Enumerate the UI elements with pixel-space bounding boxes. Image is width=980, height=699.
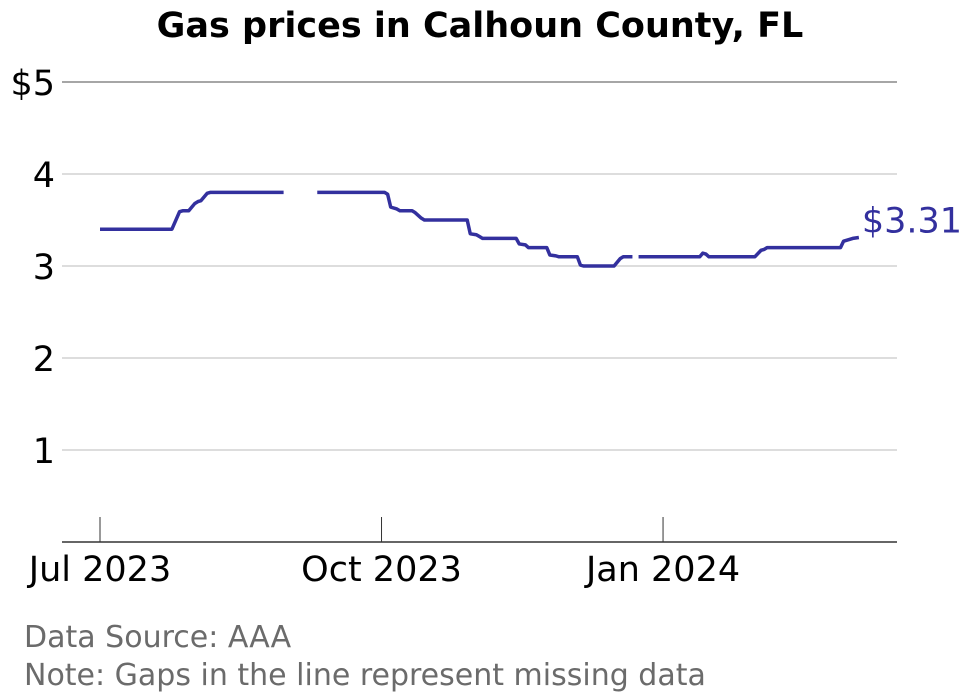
price-line-segment — [100, 190, 284, 231]
x-tick-label: Jan 2024 — [584, 550, 740, 590]
price-line-segment — [638, 235, 860, 259]
y-tick-label: 3 — [33, 248, 55, 288]
y-tick-label: 4 — [33, 156, 55, 196]
y-tick-label: $5 — [10, 64, 55, 104]
end-value-label: $3.31 — [862, 201, 962, 241]
data-source-note: Data Source: AAA — [24, 620, 292, 655]
x-tick-label: Oct 2023 — [301, 550, 462, 590]
x-tick-label: Jul 2023 — [27, 550, 171, 590]
price-line-segment — [317, 190, 633, 268]
chart-title: Gas prices in Calhoun County, FL — [157, 6, 804, 46]
y-tick-label: 1 — [33, 432, 55, 472]
y-tick-label: 2 — [33, 340, 55, 380]
gaps-note: Note: Gaps in the line represent missing… — [24, 658, 706, 693]
